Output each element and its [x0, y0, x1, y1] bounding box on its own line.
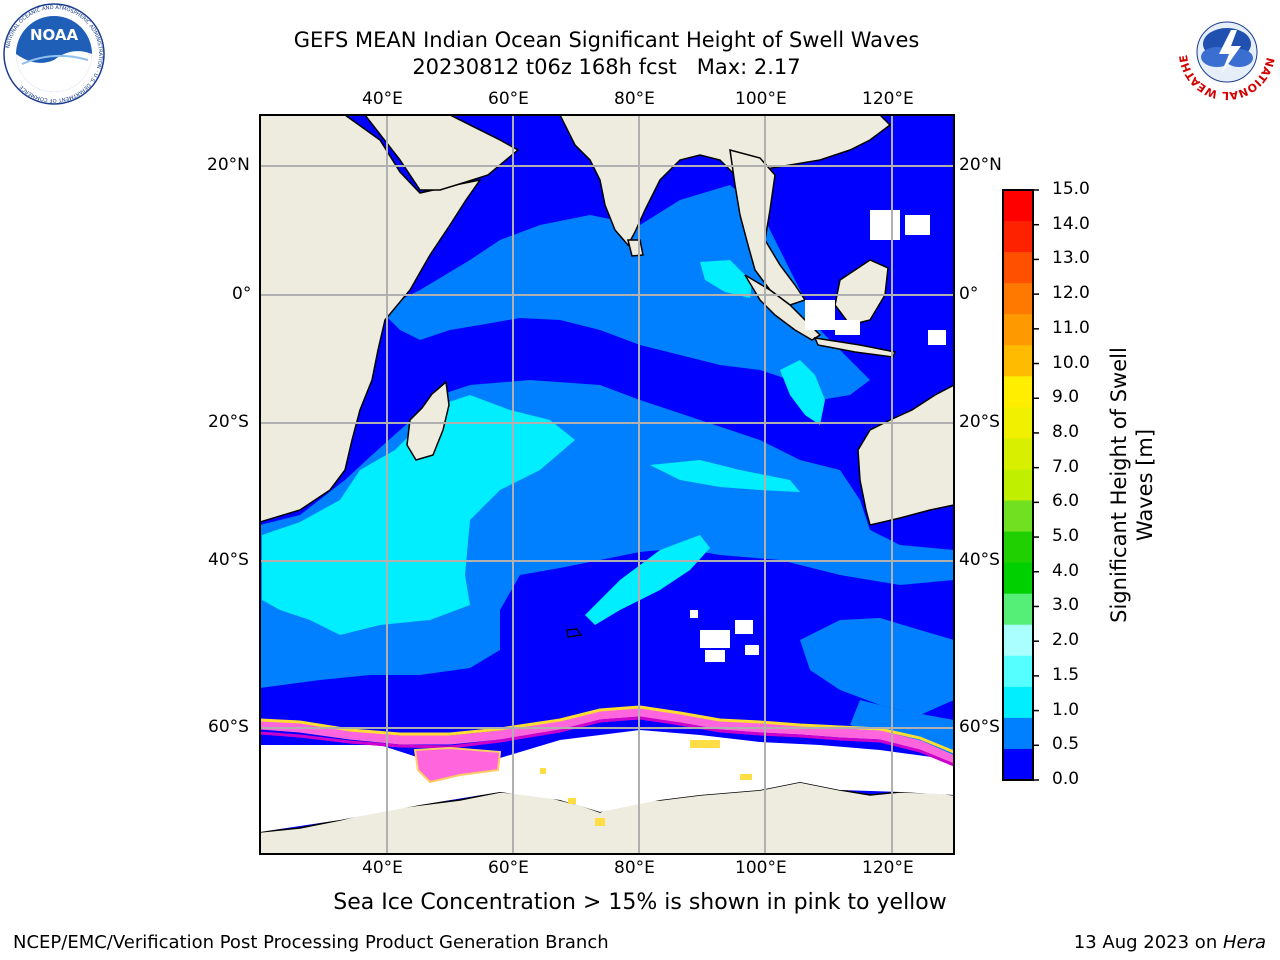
lat-label-right-40s: 40°S	[959, 550, 1000, 570]
colorbar-tick-label: 11.0	[1052, 317, 1090, 338]
land-kerguelen	[566, 628, 583, 638]
colorbar-band	[1003, 655, 1033, 688]
colorbar-tick-labels: 15.0 14.0 13.0 12.0 11.0 10.0 9.0 8.0 7.0 6.0 5.0 4…	[1052, 0, 1112, 960]
lon-label-top-40e: 40°E	[362, 89, 403, 109]
footer-host: Hera	[1222, 932, 1266, 953]
colorbar-tick-label: 0.5	[1052, 734, 1080, 755]
colorbar-band	[1003, 345, 1033, 377]
colorbar-tick-label: 4.0	[1052, 560, 1080, 581]
nws-logo: NATIONAL WEATHER SERVICE	[1177, 2, 1277, 102]
colorbar-title: Significant Height of Swell Waves [m]	[1106, 320, 1158, 650]
land-borneo	[834, 259, 889, 326]
colorbar-tick-label: 8.0	[1052, 421, 1080, 442]
lon-label-bottom-120e: 120°E	[862, 858, 914, 878]
lon-label-top-80e: 80°E	[614, 89, 655, 109]
land-australia	[857, 384, 954, 526]
colorbar-tick-label: 1.5	[1052, 664, 1080, 685]
lon-label-top-100e: 100°E	[735, 89, 787, 109]
noaa-logo: NOAA NATIONAL OCEANIC AND ATMOSPHERIC AD…	[3, 3, 105, 105]
colorbar-band	[1003, 190, 1033, 222]
sea-ice-note: Sea Ice Concentration > 15% is shown in …	[333, 890, 947, 915]
colorbar-band	[1003, 221, 1033, 253]
colorbar-band	[1003, 717, 1033, 750]
colorbar-tick-label: 15.0	[1052, 179, 1090, 199]
colorbar-band	[1003, 376, 1033, 408]
footer-date: 13 Aug 2023 on	[1073, 932, 1223, 953]
lon-label-bottom-80e: 80°E	[614, 858, 655, 878]
lat-label-left-40s: 40°S	[208, 550, 249, 570]
colorbar-tick-label: 7.0	[1052, 456, 1080, 477]
map-title: GEFS MEAN Indian Ocean Significant Heigh…	[293, 28, 920, 52]
colorbar-band	[1003, 407, 1033, 439]
ice-patches	[540, 740, 752, 826]
colorbar-band	[1003, 252, 1033, 284]
colorbar-band	[1003, 562, 1033, 595]
lat-label-right-20s: 20°S	[959, 412, 1000, 432]
colorbar-tick-label: 13.0	[1052, 248, 1090, 269]
colorbar-band	[1003, 531, 1033, 564]
map-subtitle: 20230812 t06z 168h fcst Max: 2.17	[412, 55, 801, 79]
colorbar-tick-label: 3.0	[1052, 595, 1080, 616]
lat-label-left-20s: 20°S	[208, 412, 249, 432]
colorbar-frame	[1002, 189, 1034, 781]
colorbar-tick-label: 5.0	[1052, 526, 1080, 547]
colorbar-band	[1003, 500, 1033, 533]
colorbar-band	[1003, 624, 1033, 657]
colorbar-band	[1003, 314, 1033, 346]
colorbar-tick-label: 12.0	[1052, 283, 1090, 304]
colorbar-tick-label: 6.0	[1052, 491, 1080, 512]
colorbar-tick-label: 0.0	[1052, 769, 1080, 789]
lon-label-bottom-60e: 60°E	[488, 858, 529, 878]
land-india	[559, 115, 892, 247]
lat-label-right-60s: 60°S	[959, 717, 1000, 737]
ice-shelf-white	[260, 730, 954, 832]
swell-band-1p0-1p5-west	[262, 395, 575, 635]
colorbar-tick-label: 1.0	[1052, 699, 1080, 720]
colorbar-tick-label: 2.0	[1052, 630, 1080, 651]
colorbar-title-line2: Waves [m]	[1133, 428, 1157, 542]
lat-label-left-60s: 60°S	[208, 717, 249, 737]
land-arabia	[364, 115, 520, 191]
colorbar	[1002, 189, 1039, 781]
colorbar-band	[1003, 438, 1033, 470]
lon-label-bottom-40e: 40°E	[362, 858, 403, 878]
lon-label-top-120e: 120°E	[862, 89, 914, 109]
colorbar-title-line1: Significant Height of Swell	[1107, 347, 1131, 623]
swell-band-1p0-1p5-plume	[650, 460, 800, 492]
missing-data-speckles	[690, 210, 946, 662]
land-masses	[260, 115, 954, 854]
footer-branch: NCEP/EMC/Verification Post Processing Pr…	[13, 932, 609, 953]
lat-label-left-20n: 20°N	[207, 155, 250, 175]
lon-label-bottom-100e: 100°E	[735, 858, 787, 878]
colorbar-tick-label: 9.0	[1052, 387, 1080, 408]
swell-band-1p0-1p5-sumatra	[700, 260, 752, 298]
swell-band-0p5-1p0-east	[800, 618, 954, 715]
swell-band-1p0-1p5-central	[585, 535, 710, 625]
colorbar-tick-label: 10.0	[1052, 352, 1090, 373]
lat-label-right-0: 0°	[959, 284, 979, 304]
colorbar-band	[1003, 283, 1033, 315]
lat-label-right-20n: 20°N	[959, 155, 1002, 175]
colorbar-tick-label: 14.0	[1052, 213, 1090, 234]
lat-label-left-0: 0°	[232, 284, 252, 304]
colorbar-band	[1003, 686, 1033, 719]
swell-band-1p0-1p5-java	[780, 360, 825, 425]
land-africa	[260, 115, 482, 523]
map-frame	[259, 114, 955, 855]
footer-timestamp: 13 Aug 2023 on Hera	[1074, 932, 1266, 953]
gridlines	[260, 115, 954, 854]
lon-label-top-60e: 60°E	[488, 89, 529, 109]
colorbar-band	[1003, 748, 1033, 781]
colorbar-band	[1003, 469, 1033, 502]
colorbar-band	[1003, 593, 1033, 626]
sea-ice-lobe	[413, 746, 502, 784]
noaa-logo-text: NOAA	[30, 26, 79, 44]
land-madagascar	[406, 380, 450, 461]
